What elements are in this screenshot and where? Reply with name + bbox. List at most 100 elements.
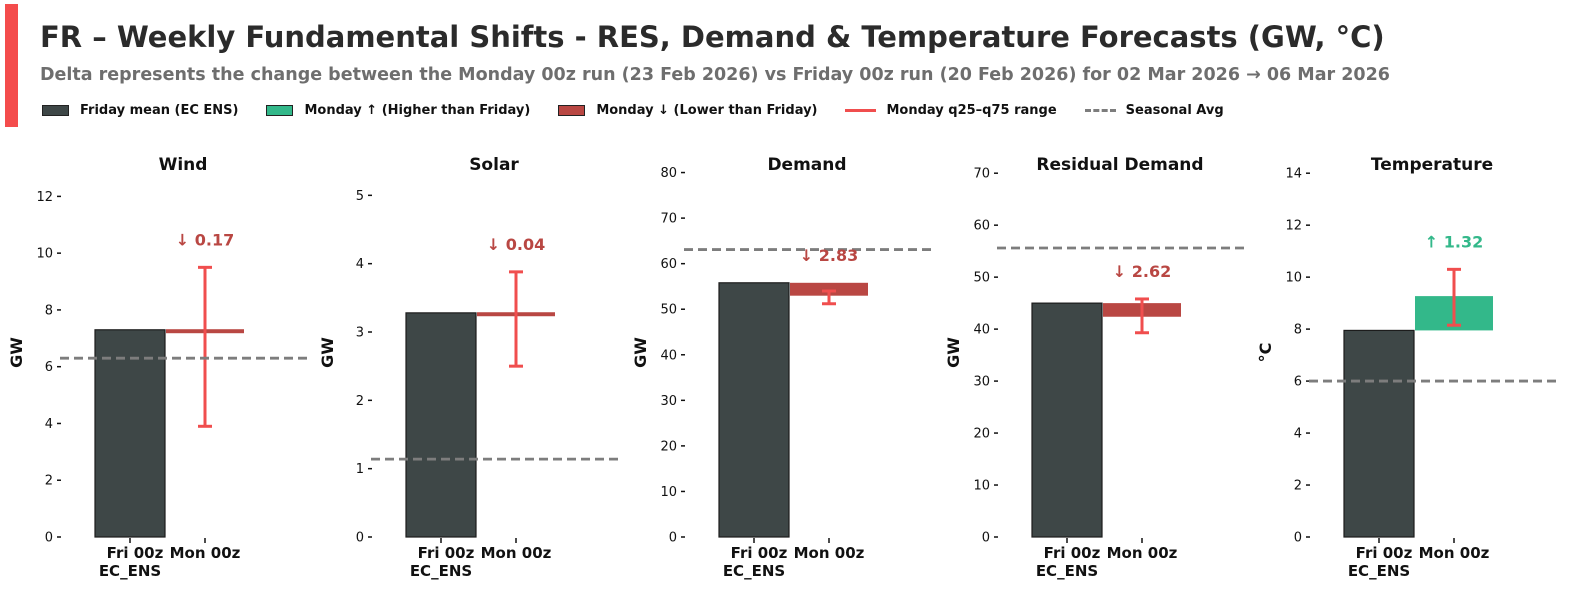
delta-label: ↓ 0.17 bbox=[176, 230, 234, 249]
y-axis-label: GW bbox=[318, 337, 337, 368]
page-title: FR – Weekly Fundamental Shifts - RES, De… bbox=[40, 20, 1385, 54]
y-tick-label: 10 bbox=[660, 485, 677, 500]
bar-monday-delta bbox=[790, 282, 868, 296]
y-tick-label: 2 bbox=[45, 474, 53, 489]
x-tick-label-friday: Fri 00z EC_ENS bbox=[99, 544, 164, 580]
chart-title: Residual Demand bbox=[1036, 155, 1203, 175]
y-tick-label: 10 bbox=[36, 247, 53, 262]
legend-label-up: Monday ↑ (Higher than Friday) bbox=[304, 102, 531, 118]
y-tick-label: 60 bbox=[660, 257, 677, 272]
y-tick-label: 10 bbox=[973, 479, 990, 494]
x-tick-label-line: Fri 00z bbox=[107, 544, 164, 562]
legend-item-range: Monday q25–q75 range bbox=[845, 102, 1057, 118]
delta-label: ↓ 0.04 bbox=[487, 235, 545, 254]
y-tick-label: 3 bbox=[356, 326, 364, 341]
chart-temperature: Temperature °C 0 2 4 6 8 10 12 14 ↑ 1.32 Fri 00z EC_… bbox=[1256, 155, 1556, 580]
x-tick-label-monday: Mon 00z bbox=[1107, 544, 1178, 562]
bar-friday bbox=[1343, 329, 1415, 538]
y-axis-label: GW bbox=[7, 337, 26, 368]
y-tick-label: 2 bbox=[1294, 479, 1302, 494]
bar-friday bbox=[718, 282, 790, 538]
y-tick-label: 80 bbox=[660, 166, 677, 181]
x-tick-label-friday: Fri 00z EC_ENS bbox=[1348, 544, 1413, 580]
y-tick-label: 8 bbox=[45, 303, 53, 318]
y-tick-label: 50 bbox=[660, 303, 677, 318]
delta-label: ↓ 2.62 bbox=[1113, 262, 1171, 281]
y-axis-label: °C bbox=[1256, 343, 1275, 363]
legend-label-range: Monday q25–q75 range bbox=[886, 102, 1057, 118]
x-tick-label-monday: Mon 00z bbox=[481, 544, 552, 562]
y-tick-label: 2 bbox=[356, 394, 364, 409]
legend-label-down: Monday ↓ (Lower than Friday) bbox=[596, 102, 818, 118]
y-tick-label: 60 bbox=[973, 219, 990, 234]
y-tick-label: 70 bbox=[973, 167, 990, 182]
legend-item-down: Monday ↓ (Lower than Friday) bbox=[558, 103, 817, 118]
chart-title: Temperature bbox=[1371, 155, 1493, 175]
accent-bar bbox=[5, 4, 18, 127]
x-tick-label-line: EC_ENS bbox=[1348, 562, 1410, 580]
y-tick-label: 0 bbox=[45, 531, 53, 546]
legend-item-up: Monday ↑ (Higher than Friday) bbox=[266, 103, 530, 118]
y-tick-label: 12 bbox=[1285, 219, 1302, 234]
y-tick-label: 50 bbox=[973, 271, 990, 286]
legend-label-friday: Friday mean (EC ENS) bbox=[80, 102, 239, 118]
y-tick-label: 12 bbox=[36, 190, 53, 205]
x-tick-label-monday: Mon 00z bbox=[170, 544, 241, 562]
chart-wind: Wind GW 0 2 4 6 8 10 12 ↓ 0.17 Fri 00z EC_ENS Mon 00… bbox=[7, 155, 307, 580]
page-subtitle: Delta represents the change between the … bbox=[40, 65, 1390, 85]
y-tick-label: 10 bbox=[1285, 271, 1302, 286]
x-tick-label-line: EC_ENS bbox=[723, 562, 785, 580]
y-tick-label: 30 bbox=[660, 394, 677, 409]
y-axis-label: GW bbox=[631, 337, 650, 368]
y-tick-label: 14 bbox=[1285, 167, 1302, 182]
legend-item-friday: Friday mean (EC ENS) bbox=[42, 103, 238, 118]
y-tick-label: 20 bbox=[660, 439, 677, 454]
chart-demand: Demand GW 0 10 20 30 40 50 60 70 80 ↓ 2.83 Fri 00z EC… bbox=[631, 155, 931, 580]
legend-swatch-friday bbox=[42, 104, 69, 116]
legend-item-seasonal: Seasonal Avg bbox=[1084, 102, 1224, 118]
y-tick-label: 0 bbox=[1294, 531, 1302, 546]
y-axis-label: GW bbox=[944, 337, 963, 368]
x-tick-label-line: EC_ENS bbox=[1036, 562, 1098, 580]
x-tick-label-monday: Mon 00z bbox=[1419, 544, 1490, 562]
x-tick-label-friday: Fri 00z EC_ENS bbox=[1036, 544, 1101, 580]
legend-swatch-seasonal bbox=[1084, 108, 1116, 112]
x-tick-label-friday: Fri 00z EC_ENS bbox=[410, 544, 475, 580]
legend-swatch-down bbox=[558, 104, 586, 116]
delta-label: ↓ 2.83 bbox=[800, 246, 858, 265]
y-tick-label: 1 bbox=[356, 462, 364, 477]
bar-friday bbox=[94, 329, 166, 538]
legend-swatch-range bbox=[845, 108, 877, 112]
y-tick-label: 0 bbox=[982, 531, 990, 546]
chart-title: Wind bbox=[159, 155, 208, 175]
x-tick-label-line: EC_ENS bbox=[410, 562, 472, 580]
legend: Friday mean (EC ENS) Monday ↑ (Higher th… bbox=[42, 100, 1252, 120]
y-tick-label: 4 bbox=[1294, 427, 1302, 442]
y-tick-label: 40 bbox=[660, 348, 677, 363]
legend-label-seasonal: Seasonal Avg bbox=[1125, 102, 1224, 118]
x-tick-label-line: Fri 00z bbox=[1044, 544, 1101, 562]
y-tick-label: 30 bbox=[973, 375, 990, 390]
delta-label: ↑ 1.32 bbox=[1425, 232, 1483, 251]
y-tick-label: 4 bbox=[356, 257, 364, 272]
x-tick-label-line: EC_ENS bbox=[99, 562, 161, 580]
bar-friday bbox=[405, 312, 477, 538]
bar-friday bbox=[1031, 302, 1103, 538]
x-tick-label-line: Fri 00z bbox=[1356, 544, 1413, 562]
y-tick-label: 40 bbox=[973, 323, 990, 338]
y-tick-label: 0 bbox=[356, 531, 364, 546]
y-tick-label: 0 bbox=[669, 531, 677, 546]
y-tick-label: 70 bbox=[660, 212, 677, 227]
y-tick-label: 6 bbox=[1294, 375, 1302, 390]
legend-swatch-up bbox=[266, 104, 294, 116]
chart-solar: Solar GW 0 1 2 3 4 5 ↓ 0.04 Fri 00z EC_ENS Mon 00z bbox=[318, 155, 618, 580]
x-tick-label-line: Fri 00z bbox=[418, 544, 475, 562]
chart-title: Solar bbox=[469, 155, 519, 175]
y-tick-label: 8 bbox=[1294, 323, 1302, 338]
chart-residual-demand: Residual Demand GW 0 10 20 30 40 50 60 70 ↓ 2.62 Fr… bbox=[944, 155, 1244, 580]
x-tick-label-friday: Fri 00z EC_ENS bbox=[723, 544, 788, 580]
y-tick-label: 4 bbox=[45, 417, 53, 432]
x-tick-label-monday: Mon 00z bbox=[794, 544, 865, 562]
x-tick-label-line: Fri 00z bbox=[731, 544, 788, 562]
